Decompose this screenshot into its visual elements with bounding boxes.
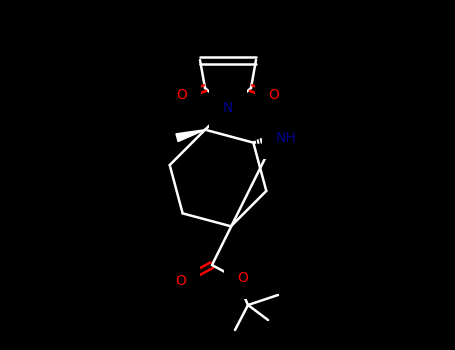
Polygon shape — [176, 130, 205, 141]
Text: NH: NH — [276, 131, 297, 145]
Text: O: O — [176, 274, 187, 288]
Text: O: O — [238, 271, 248, 285]
Text: O: O — [268, 88, 279, 102]
Text: N: N — [223, 101, 233, 115]
Text: O: O — [177, 88, 187, 102]
